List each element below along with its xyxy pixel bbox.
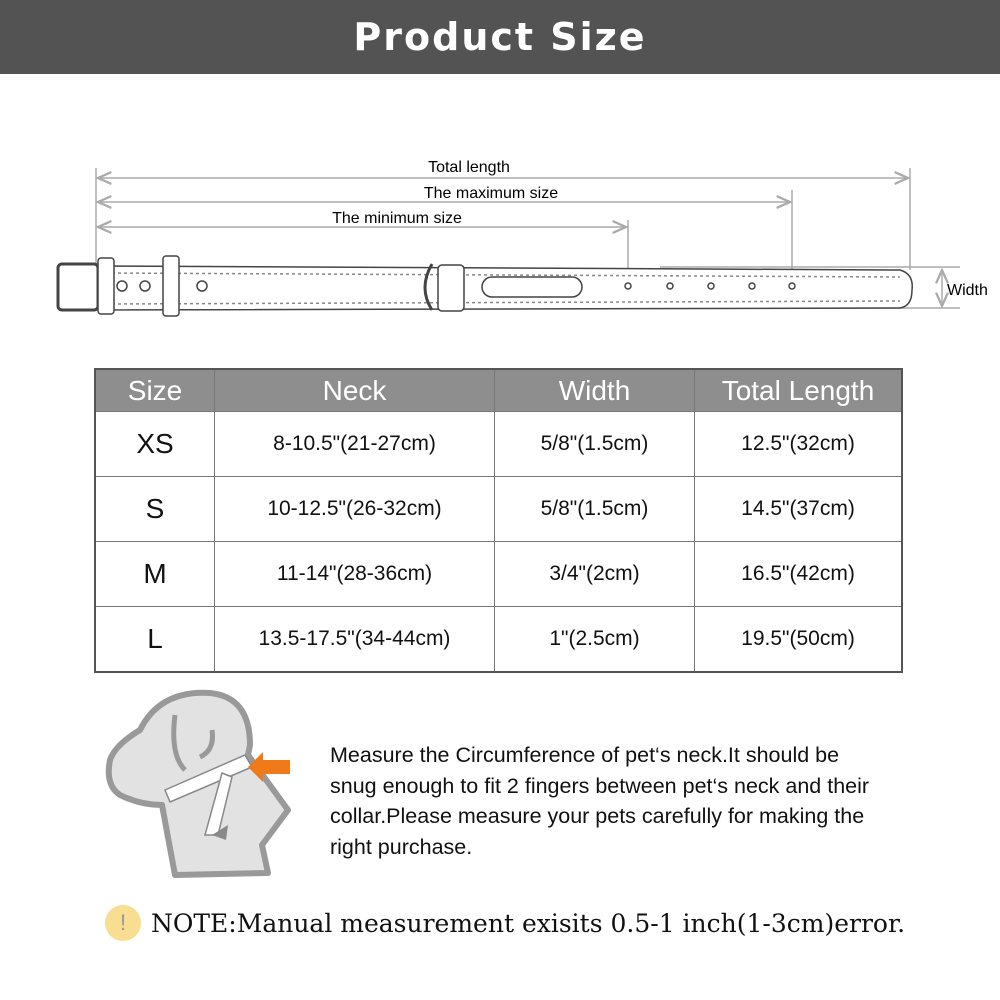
size-cell: L: [94, 606, 215, 673]
neck-cell: 10-12.5"(26-32cm): [214, 476, 495, 542]
min-size-label: The minimum size: [332, 210, 462, 227]
length-cell: 16.5"(42cm): [694, 541, 903, 607]
orange-arrow-icon: [248, 752, 290, 782]
note: ! NOTE:Manual measurement exisits 0.5-1 …: [105, 905, 905, 941]
length-cell: 12.5"(32cm): [694, 411, 903, 477]
collar-diagram: Total length The maximum size The minimu…: [56, 159, 988, 317]
table-row: S 10-12.5"(26-32cm) 5/8"(1.5cm) 14.5"(37…: [94, 476, 903, 542]
dog-measuring-illustration: [105, 689, 291, 878]
width-cell: 5/8"(1.5cm): [494, 476, 695, 542]
size-cell: M: [94, 541, 215, 607]
size-cell: XS: [94, 411, 215, 477]
page-title: Product Size: [353, 15, 647, 59]
neck-cell: 8-10.5"(21-27cm): [214, 411, 495, 477]
length-cell: 19.5"(50cm): [694, 606, 903, 673]
width-cell: 5/8"(1.5cm): [494, 411, 695, 477]
collar-image: [56, 255, 913, 317]
table-row: L 13.5-17.5"(34-44cm) 1"(2.5cm) 19.5"(50…: [94, 606, 903, 673]
width-cell: 1"(2.5cm): [494, 606, 695, 673]
column-header: Size: [94, 368, 215, 412]
total-length-label: Total length: [428, 159, 510, 176]
column-header: Neck: [214, 368, 495, 412]
measurement-instructions: Measure the Circumference of pet‘s neck.…: [330, 743, 870, 859]
width-label: Width: [947, 282, 988, 299]
neck-cell: 11-14"(28-36cm): [214, 541, 495, 607]
width-cell: 3/4"(2cm): [494, 541, 695, 607]
neck-cell: 13.5-17.5"(34-44cm): [214, 606, 495, 673]
size-table: Size Neck Width Total Length XS 8-10.5"(…: [94, 368, 903, 673]
size-cell: S: [94, 476, 215, 542]
max-size-label: The maximum size: [424, 185, 558, 202]
length-cell: 14.5"(37cm): [694, 476, 903, 542]
table-row: M 11-14"(28-36cm) 3/4"(2cm) 16.5"(42cm): [94, 541, 903, 607]
column-header: Total Length: [694, 368, 903, 412]
table-row: XS 8-10.5"(21-27cm) 5/8"(1.5cm) 12.5"(32…: [94, 411, 903, 477]
column-header: Width: [494, 368, 695, 412]
exclamation-icon: !: [105, 905, 141, 941]
note-text: NOTE:Manual measurement exisits 0.5-1 in…: [151, 908, 906, 938]
header-bar: Product Size: [0, 0, 1000, 74]
table-header-row: Size Neck Width Total Length: [94, 368, 903, 412]
